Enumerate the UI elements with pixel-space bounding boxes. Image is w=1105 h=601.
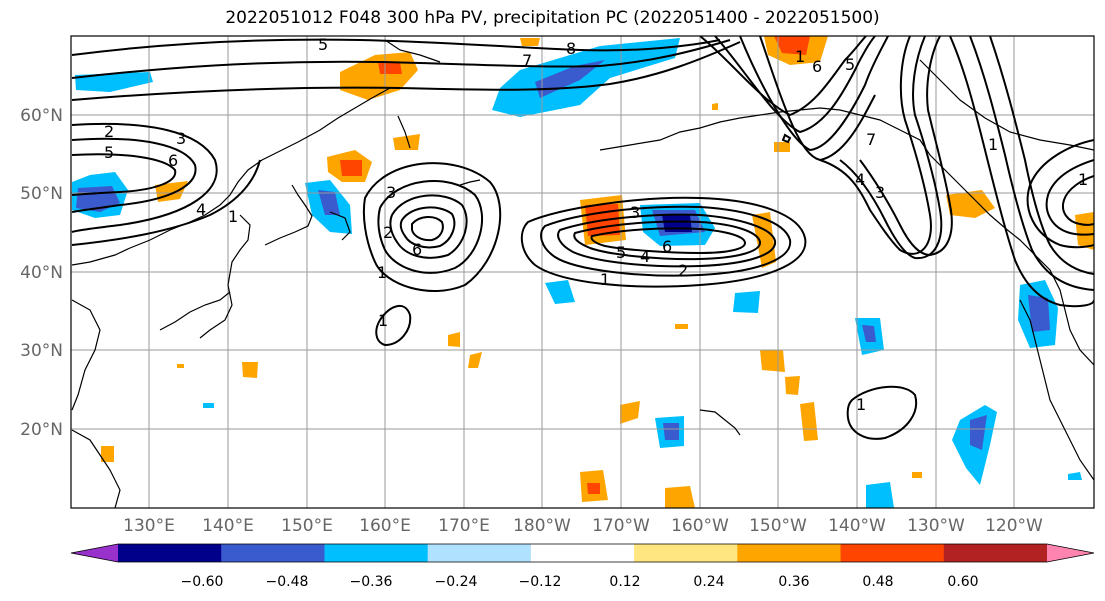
contour-label: 4 [855, 170, 865, 189]
contour-label: 2 [383, 223, 393, 242]
colorbar-tick-label: −0.48 [266, 574, 309, 590]
lon-label: 180°W [513, 516, 571, 536]
contour-label: 1 [988, 135, 998, 154]
contour-label: 1 [377, 263, 387, 282]
lon-label: 130°E [123, 516, 175, 536]
colorbar-tick-label: 0.12 [609, 574, 640, 590]
contour-label: 1 [795, 47, 805, 66]
contour-label: 2 [104, 122, 114, 141]
contour-label: 8 [566, 39, 576, 58]
colorbar-tick-label: −0.60 [181, 574, 224, 590]
latitude-labels: 60°N 50°N 40°N 30°N 20°N [20, 106, 63, 440]
colorbar-tick-label: 0.60 [947, 574, 978, 590]
colorbar-segment [737, 544, 842, 562]
contour-label: 3 [875, 183, 885, 202]
lon-label: 150°W [749, 516, 807, 536]
colorbar-segment [221, 544, 325, 562]
contour-label: 4 [640, 247, 650, 266]
longitude-labels: 130°E 140°E 150°E 160°E 170°E 180°W 170°… [123, 516, 1043, 536]
contour-label: 6 [168, 151, 178, 170]
lon-label: 120°W [985, 516, 1043, 536]
map-plot-area: 5 7 8 2 3 5 6 4 1 3 1 2 6 3 5 4 6 1 2 1 … [71, 35, 1094, 508]
contour-label: 4 [196, 200, 206, 219]
pv-contours [71, 36, 1094, 440]
colorbar-tick-label: −0.24 [435, 574, 478, 590]
contour-label: 6 [812, 57, 822, 76]
precipitation-shading [72, 36, 1094, 508]
contour-label: 5 [104, 143, 114, 162]
contour-label: 6 [412, 240, 422, 259]
lon-label: 170°E [438, 516, 490, 536]
lat-label: 20°N [20, 420, 63, 440]
colorbar-extend-low [71, 544, 118, 562]
colorbar-segments [70, 543, 1095, 563]
contour-label: 5 [616, 243, 626, 262]
colorbar-extend-high [1047, 544, 1094, 562]
lat-label: 50°N [20, 184, 63, 204]
lon-label: 170°W [592, 516, 650, 536]
map-title: 2022051012 F048 300 hPa PV, precipitatio… [225, 8, 880, 28]
colorbar-tick-label: 0.48 [862, 574, 893, 590]
lon-label: 140°E [202, 516, 254, 536]
contour-label: 3 [176, 129, 186, 148]
contour-label: 1 [228, 207, 238, 226]
colorbar-segment [530, 544, 635, 562]
lon-label: 140°W [828, 516, 886, 536]
contour-label: 7 [866, 130, 876, 149]
contour-label: 1 [856, 395, 866, 414]
contour-label: 2 [678, 261, 688, 280]
colorbar-segment [427, 544, 532, 562]
contour-label: 1 [378, 311, 388, 330]
contour-label: 1 [1078, 170, 1088, 189]
lat-label: 60°N [20, 106, 63, 126]
colorbar-segment [840, 544, 945, 562]
coastlines [71, 39, 1094, 508]
contour-labels: 5 7 8 2 3 5 6 4 1 3 1 2 6 3 5 4 6 1 2 1 … [104, 35, 1088, 414]
colorbar-tick-labels: −0.60 −0.48 −0.36 −0.24 −0.12 0.12 0.24 … [181, 574, 979, 590]
lon-label: 160°W [671, 516, 729, 536]
lat-label: 40°N [20, 263, 63, 283]
colorbar-segment [118, 544, 222, 562]
contour-label: 3 [630, 203, 640, 222]
colorbar-tick-label: 0.36 [778, 574, 809, 590]
lon-label: 160°E [359, 516, 411, 536]
colorbar-outline [70, 543, 1095, 563]
lat-label: 30°N [20, 341, 63, 361]
lon-label: 130°W [907, 516, 965, 536]
contour-label: 5 [845, 55, 855, 74]
colorbar-tick-label: −0.12 [519, 574, 562, 590]
colorbar-segment [943, 544, 1048, 562]
colorbar-segment [634, 544, 738, 562]
lon-label: 150°E [281, 516, 333, 536]
colorbar-tick-label: 0.24 [693, 574, 724, 590]
colorbar-segment [324, 544, 429, 562]
contour-label: 3 [386, 183, 396, 202]
map-frame [70, 35, 1095, 509]
colorbar: −0.60 −0.48 −0.36 −0.24 −0.12 0.12 0.24 … [70, 543, 1095, 590]
colorbar-tick-label: −0.36 [350, 574, 393, 590]
contour-label: 5 [318, 35, 328, 54]
contour-label: 1 [600, 270, 610, 289]
contour-label: 7 [522, 51, 532, 70]
contour-label: 6 [662, 237, 672, 256]
